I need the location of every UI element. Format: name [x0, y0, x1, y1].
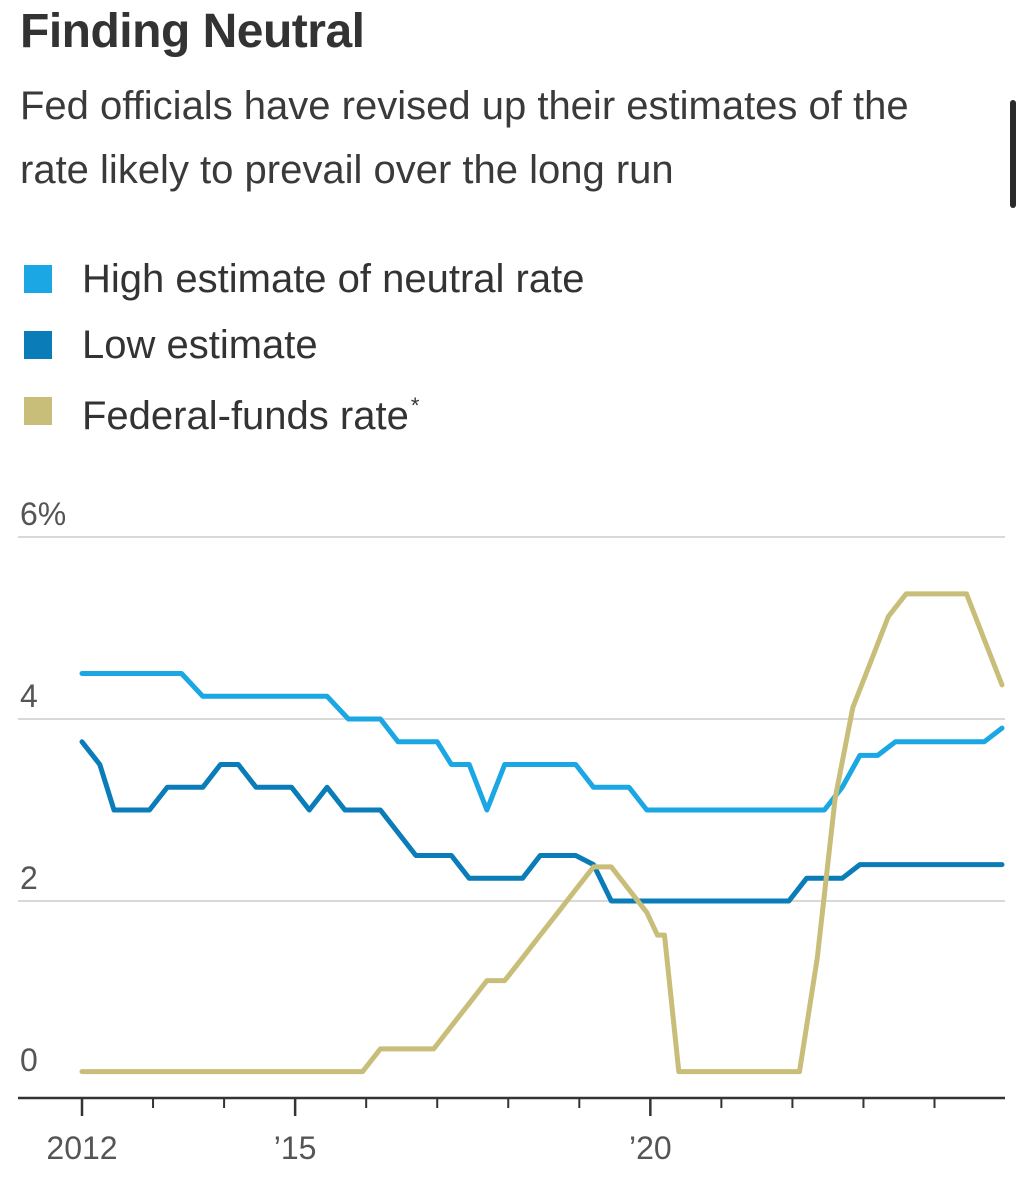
- legend-swatch: [24, 265, 52, 293]
- legend-label: Low estimate: [82, 323, 318, 367]
- chart-title: Finding Neutral: [20, 5, 365, 58]
- y-tick-label: 2: [20, 860, 38, 896]
- y-tick-label: 0: [20, 1042, 38, 1078]
- legend-swatch: [24, 397, 52, 425]
- legend-item-fed-funds-rate: Federal-funds rate*: [24, 378, 584, 444]
- line-chart: 6% 4 2 0 2012 ’15 ’20: [18, 496, 1005, 1166]
- series-line-low-estimate: [79, 739, 1005, 904]
- y-tick-label: 4: [20, 678, 38, 714]
- legend-label: Federal-funds rate*: [82, 393, 420, 438]
- series-line-high-estimate: [79, 671, 1005, 813]
- series-line-fed-funds-rate: [79, 591, 1005, 1075]
- scrollbar[interactable]: [1010, 100, 1016, 208]
- legend-label: High estimate of neutral rate: [82, 257, 585, 301]
- x-tick-label: 2012: [46, 1130, 117, 1166]
- legend: High estimate of neutral rate Low estima…: [24, 246, 584, 444]
- legend-swatch: [24, 331, 52, 359]
- y-tick-label: 6%: [20, 496, 66, 532]
- x-tick-label: ’20: [629, 1130, 672, 1166]
- x-tick-label: ’15: [274, 1130, 317, 1166]
- legend-item-high-estimate: High estimate of neutral rate: [24, 246, 584, 312]
- footnote-marker: *: [410, 393, 420, 418]
- chart-subtitle: Fed officials have revised up their esti…: [20, 84, 909, 192]
- legend-item-low-estimate: Low estimate: [24, 312, 584, 378]
